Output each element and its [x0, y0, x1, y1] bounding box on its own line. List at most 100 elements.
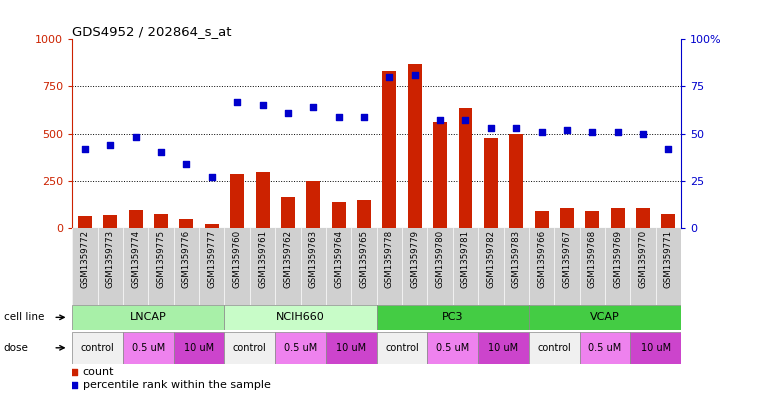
Point: [637, 130, 649, 137]
Bar: [326, 332, 377, 364]
Point: [434, 117, 446, 123]
Bar: [433, 122, 447, 228]
Text: PC3: PC3: [442, 312, 463, 322]
Text: control: control: [81, 343, 115, 353]
Text: GSM1359771: GSM1359771: [664, 230, 673, 288]
Text: GSM1359766: GSM1359766: [537, 230, 546, 288]
Text: VCAP: VCAP: [590, 312, 620, 322]
Text: 10 uM: 10 uM: [489, 343, 518, 353]
Point: [358, 114, 370, 120]
Bar: [103, 215, 117, 228]
Bar: [231, 174, 244, 228]
Text: LNCAP: LNCAP: [130, 312, 167, 322]
Bar: [636, 208, 650, 228]
Bar: [630, 332, 681, 364]
Text: NCIH660: NCIH660: [276, 312, 325, 322]
Bar: [580, 332, 630, 364]
Bar: [408, 64, 422, 228]
Bar: [428, 332, 478, 364]
Bar: [123, 332, 174, 364]
Bar: [332, 202, 345, 228]
Text: GSM1359768: GSM1359768: [587, 230, 597, 288]
Text: GSM1359770: GSM1359770: [638, 230, 648, 288]
Text: GSM1359779: GSM1359779: [410, 230, 419, 288]
Bar: [611, 208, 625, 228]
Text: dose: dose: [4, 343, 29, 353]
Bar: [377, 305, 529, 330]
Bar: [275, 332, 326, 364]
Bar: [478, 332, 529, 364]
Text: GSM1359762: GSM1359762: [283, 230, 292, 288]
Point: [104, 142, 116, 148]
Bar: [129, 210, 143, 228]
Point: [266, 317, 278, 323]
Point: [333, 114, 345, 120]
Point: [510, 125, 522, 131]
Point: [485, 125, 497, 131]
Bar: [383, 72, 396, 228]
Text: cell line: cell line: [4, 312, 44, 322]
Point: [662, 145, 674, 152]
Point: [155, 149, 167, 156]
Point: [586, 129, 598, 135]
Text: GSM1359773: GSM1359773: [106, 230, 115, 288]
Text: 10 uM: 10 uM: [336, 343, 366, 353]
Text: GSM1359769: GSM1359769: [613, 230, 622, 288]
Text: GDS4952 / 202864_s_at: GDS4952 / 202864_s_at: [72, 25, 232, 38]
Text: GSM1359767: GSM1359767: [562, 230, 572, 288]
Text: 0.5 uM: 0.5 uM: [284, 343, 317, 353]
Point: [205, 174, 218, 180]
Point: [282, 110, 294, 116]
Text: count: count: [82, 367, 114, 377]
Bar: [281, 197, 295, 228]
Point: [384, 74, 396, 80]
Text: GSM1359764: GSM1359764: [334, 230, 343, 288]
Point: [307, 104, 320, 110]
Bar: [72, 305, 224, 330]
Text: GSM1359780: GSM1359780: [435, 230, 444, 288]
Bar: [256, 172, 269, 228]
Bar: [357, 200, 371, 228]
Text: GSM1359763: GSM1359763: [309, 230, 318, 288]
Point: [536, 129, 548, 135]
Text: 0.5 uM: 0.5 uM: [132, 343, 165, 353]
Text: GSM1359782: GSM1359782: [486, 230, 495, 288]
Bar: [377, 332, 428, 364]
Text: control: control: [233, 343, 267, 353]
Point: [129, 134, 142, 141]
Bar: [560, 208, 574, 228]
Text: control: control: [537, 343, 572, 353]
Text: 10 uM: 10 uM: [184, 343, 214, 353]
Text: GSM1359765: GSM1359765: [359, 230, 368, 288]
Bar: [661, 214, 676, 228]
Bar: [529, 305, 681, 330]
Bar: [180, 219, 193, 228]
Point: [460, 117, 472, 123]
Bar: [535, 211, 549, 228]
Bar: [585, 211, 600, 228]
Bar: [205, 224, 219, 228]
Text: GSM1359783: GSM1359783: [511, 230, 521, 288]
Bar: [484, 138, 498, 228]
Bar: [509, 134, 524, 228]
Text: control: control: [385, 343, 419, 353]
Text: GSM1359760: GSM1359760: [233, 230, 242, 288]
Point: [561, 127, 573, 133]
Bar: [72, 332, 123, 364]
Text: GSM1359776: GSM1359776: [182, 230, 191, 288]
Text: GSM1359772: GSM1359772: [81, 230, 90, 288]
Text: percentile rank within the sample: percentile rank within the sample: [82, 380, 270, 389]
Bar: [459, 108, 473, 228]
Point: [256, 102, 269, 108]
Bar: [307, 181, 320, 228]
Point: [266, 201, 278, 207]
Bar: [78, 216, 92, 228]
Bar: [224, 305, 377, 330]
Point: [612, 129, 624, 135]
Bar: [224, 332, 275, 364]
Text: GSM1359778: GSM1359778: [385, 230, 394, 288]
Bar: [174, 332, 224, 364]
Text: GSM1359761: GSM1359761: [258, 230, 267, 288]
Text: 10 uM: 10 uM: [641, 343, 670, 353]
Text: GSM1359775: GSM1359775: [157, 230, 166, 288]
